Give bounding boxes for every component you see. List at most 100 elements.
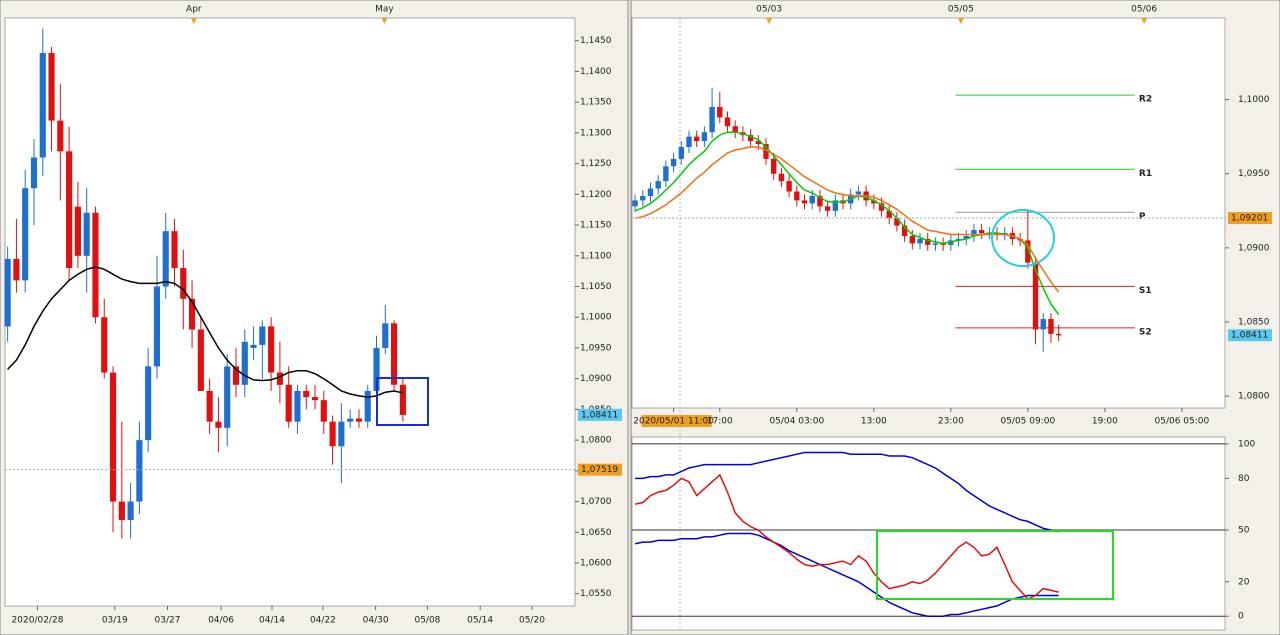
candle-body <box>22 188 29 281</box>
x-tick-label: 04/22 <box>310 616 336 626</box>
x-tick-label: 03/27 <box>155 616 181 626</box>
y-tick-label: 1,0550 <box>580 589 612 599</box>
candle-body <box>197 329 204 391</box>
candle-body <box>686 136 692 148</box>
y-tick-label: 1,0950 <box>1238 169 1270 179</box>
candle-body <box>909 235 916 244</box>
pivot-label: P <box>1139 212 1146 222</box>
x-tick-label: 05/06 05:00 <box>1155 417 1210 427</box>
candle-body <box>771 158 777 174</box>
candle-body <box>268 326 275 373</box>
x-tick-label: 17:00 <box>707 417 733 427</box>
y-tick-label: 1,1400 <box>580 67 612 77</box>
candle-body <box>1040 319 1046 330</box>
right-plot <box>631 17 1226 409</box>
candle-body <box>136 440 143 502</box>
x-tick-label: 05/04 03:00 <box>769 417 824 427</box>
y-tick-label: 1,1000 <box>1238 95 1270 105</box>
candle-body <box>709 106 715 133</box>
y-tick-label: 1,1200 <box>580 190 612 200</box>
candle-body <box>101 317 108 373</box>
candle-body <box>241 341 248 385</box>
candle-body <box>1055 333 1062 336</box>
candle-body <box>948 240 954 245</box>
indicator-line <box>7 266 404 398</box>
candle-body <box>971 230 977 236</box>
candle-body <box>188 298 196 330</box>
candle-body <box>66 151 73 269</box>
candle-body <box>250 344 257 348</box>
candle-body <box>329 421 336 447</box>
highlight-box <box>376 377 429 426</box>
candle-body <box>932 243 939 245</box>
candle-body <box>338 421 345 447</box>
pivot-label: S1 <box>1139 286 1152 296</box>
candle-body <box>1048 319 1054 334</box>
indicator-line <box>634 532 1059 617</box>
price-tag <box>578 408 622 421</box>
layer: 1,05501,06001,06501,07001,07501,08001,08… <box>4 5 1272 626</box>
candle-body <box>871 200 877 204</box>
y-tick-label: 80 <box>1238 474 1250 484</box>
candle-body <box>355 418 363 422</box>
candle-body <box>259 326 266 345</box>
candle-body <box>978 230 985 234</box>
y-tick-label: 1,1100 <box>580 251 612 261</box>
top-tick-marker <box>381 18 388 24</box>
x-tick-label: 04/06 <box>208 616 234 626</box>
top-tick-marker <box>1141 18 1148 24</box>
candle-body <box>717 106 723 118</box>
y-tick-label: 1,1150 <box>580 221 612 231</box>
indicator-line <box>634 146 1060 293</box>
oscillator-plot <box>631 436 1226 631</box>
candle-body <box>925 238 931 245</box>
x-tick-label: 2020/02/28 <box>12 616 64 626</box>
price-tag <box>578 463 622 476</box>
candle-body <box>786 181 792 192</box>
x-tick-label: 03/19 <box>102 616 128 626</box>
candle-body <box>701 132 708 142</box>
x-tick-label: 04/30 <box>363 616 389 626</box>
candle-body <box>206 390 213 422</box>
candle-body <box>755 141 761 145</box>
candle-body <box>83 212 90 256</box>
candle-body <box>647 188 654 196</box>
top-tick-marker <box>957 18 964 24</box>
candle-body <box>30 157 38 189</box>
y-tick-label: 1,0950 <box>580 343 612 353</box>
y-tick-label: 1,1050 <box>580 282 612 292</box>
y-tick-label: 1,0800 <box>1238 392 1270 402</box>
candle-body <box>311 397 319 401</box>
y-tick-label: 50 <box>1238 526 1250 536</box>
candle-body <box>824 206 831 211</box>
candle-body <box>364 390 371 422</box>
candle-body <box>57 120 64 152</box>
candle-body <box>215 421 222 428</box>
top-tick-marker <box>766 18 773 24</box>
candle-body <box>670 158 677 167</box>
candle-body <box>901 225 908 236</box>
candle-body <box>640 195 646 201</box>
y-tick-label: 20 <box>1238 577 1250 587</box>
pivot-label: R2 <box>1139 95 1152 105</box>
candle-body <box>1025 240 1031 263</box>
candle-body <box>391 323 398 385</box>
x-tick-label: 23:00 <box>938 417 964 427</box>
candle-body <box>48 53 55 121</box>
price-tag <box>1228 212 1272 225</box>
candle-body <box>855 191 862 195</box>
price-tag-label: 1,09201 <box>1231 214 1268 224</box>
x-tick-label: 05/20 <box>519 616 545 626</box>
candle-body <box>13 258 20 281</box>
x-tick-label: 04/14 <box>259 616 285 626</box>
candle-body <box>632 200 638 207</box>
price-tag-label: 1,07519 <box>581 465 618 475</box>
candle-body <box>127 501 134 520</box>
candle-body <box>285 384 292 422</box>
indicator-line <box>635 451 1059 533</box>
y-tick-label: 1,1000 <box>580 313 612 323</box>
indicator-line <box>634 131 1060 316</box>
pivot-label: S2 <box>1139 327 1152 337</box>
y-tick-label: 1,0600 <box>580 558 612 568</box>
